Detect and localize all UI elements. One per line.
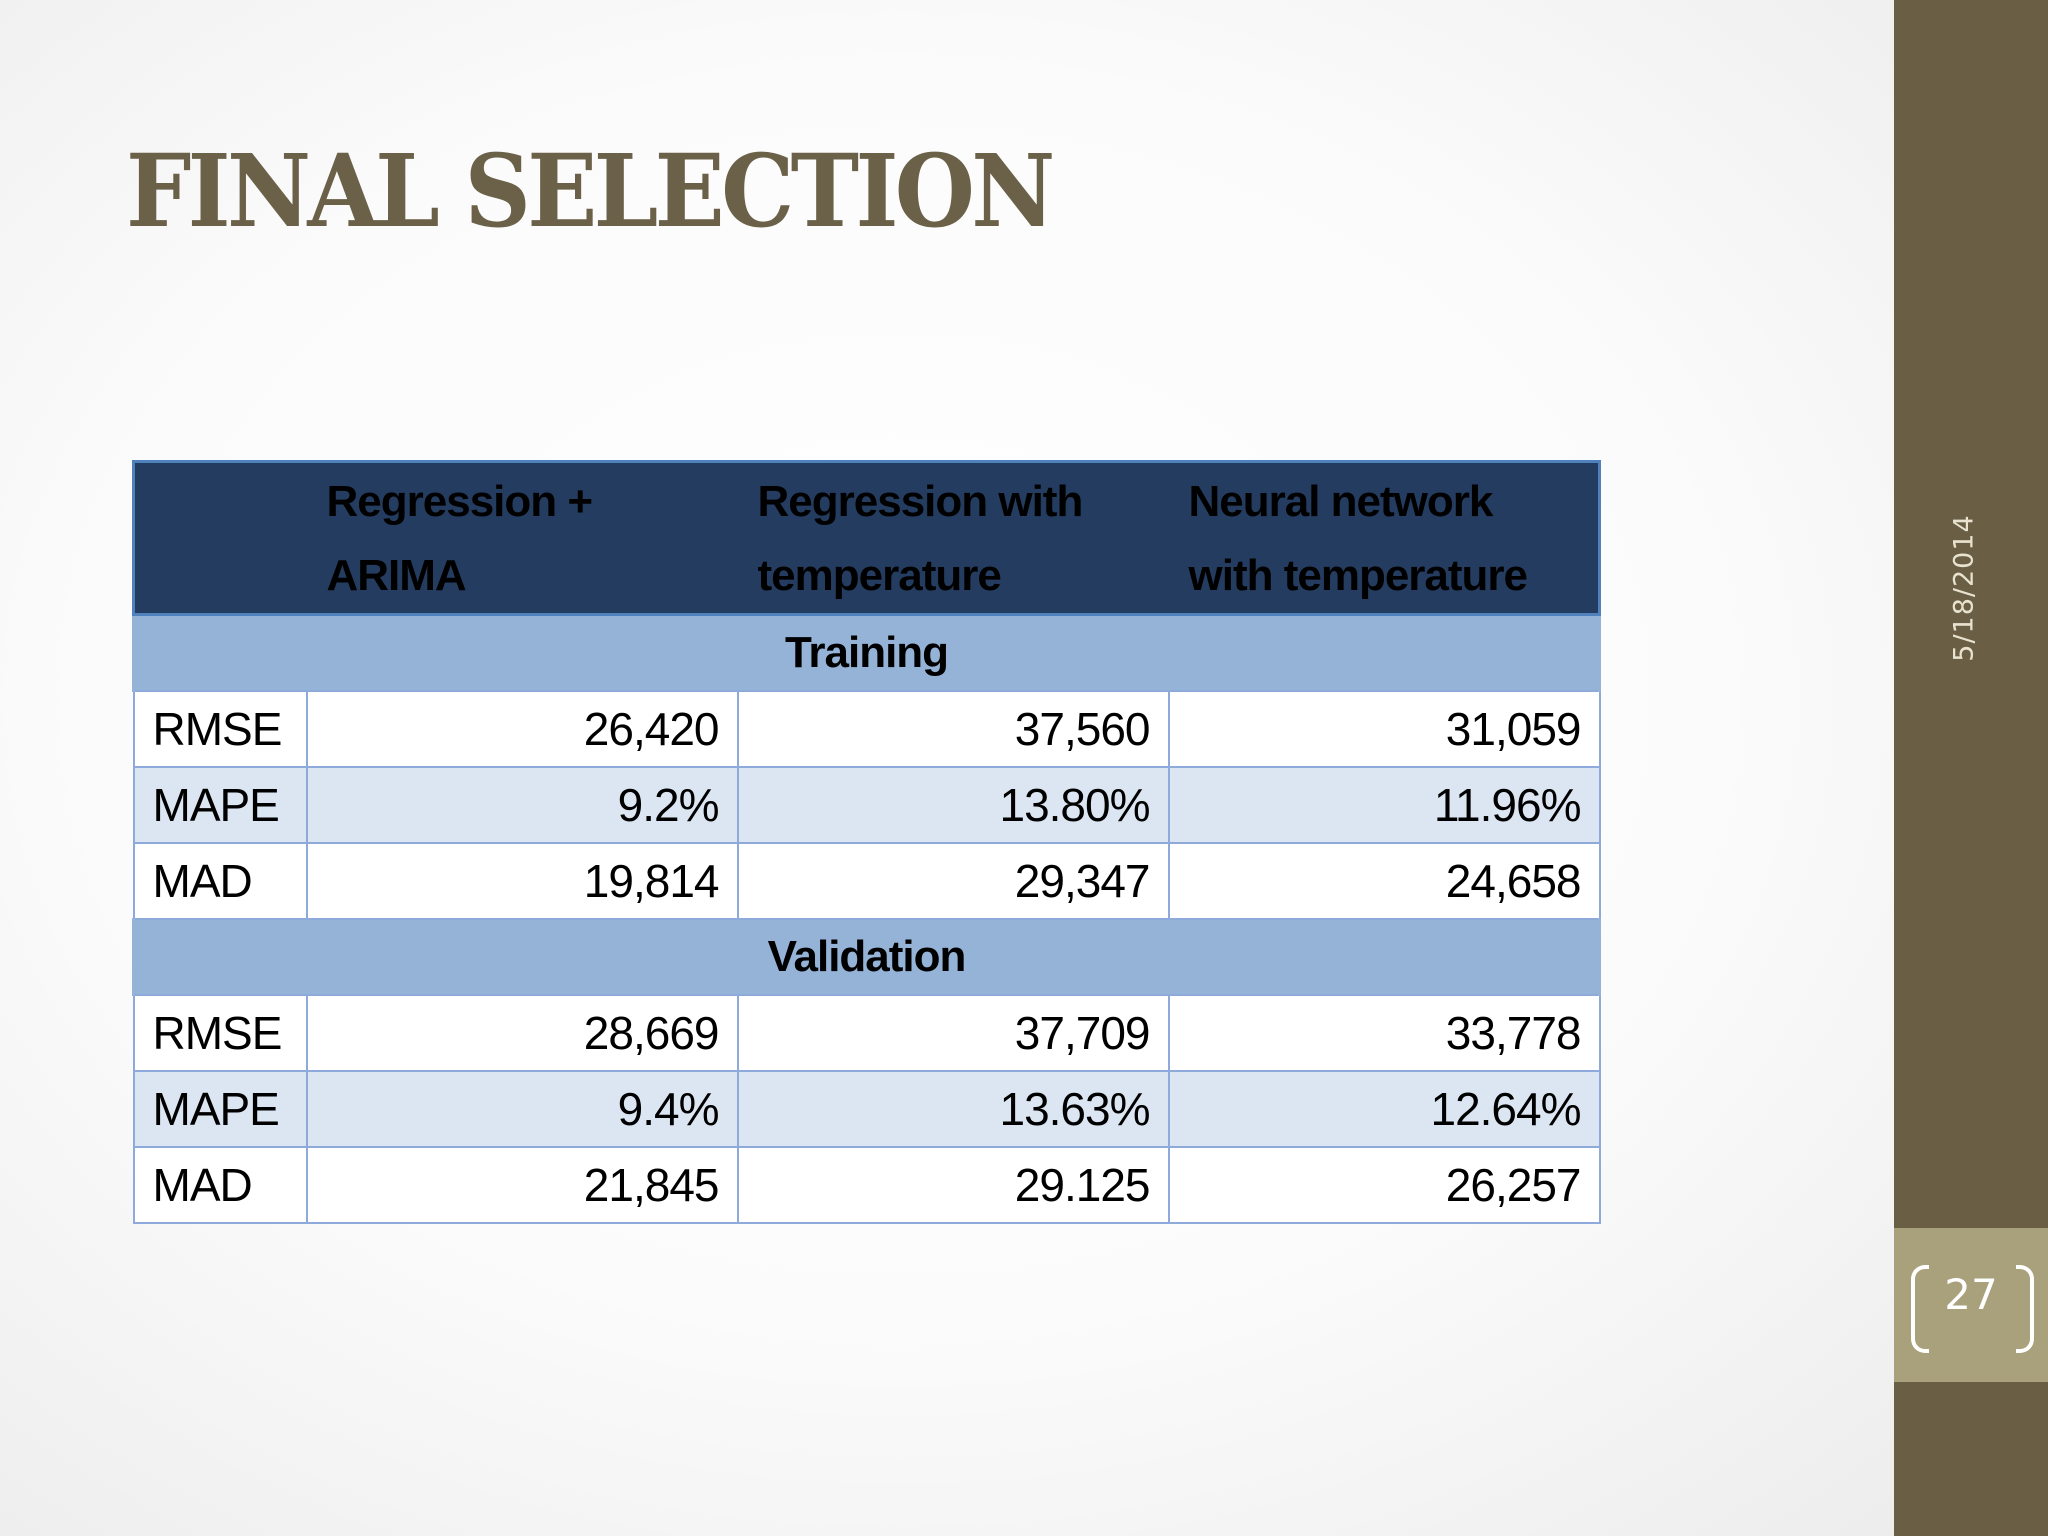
value-cell: 26,257 xyxy=(1167,1145,1601,1224)
section-row-validation: Validation xyxy=(132,918,1601,995)
metric-cell: MAD xyxy=(132,1145,308,1224)
value-cell: 11.96% xyxy=(1167,765,1601,844)
header-cell-regression-arima: Regression + ARIMA xyxy=(306,460,738,616)
table-row: MAPE 9.4% 13.63% 12.64% xyxy=(132,1069,1601,1148)
table-row: MAPE 9.2% 13.80% 11.96% xyxy=(132,765,1601,844)
header-cell-neural-network-temperature: Neural network with temperature xyxy=(1168,460,1601,616)
header-cell-regression-temperature: Regression with temperature xyxy=(737,460,1169,616)
table-header-row: Regression + ARIMA Regression with tempe… xyxy=(132,460,1601,616)
value-cell: 24,658 xyxy=(1167,841,1601,920)
slide-date: 5/18/2014 xyxy=(1948,514,1980,662)
results-table: Regression + ARIMA Regression with tempe… xyxy=(132,460,1601,1224)
slide-title: FINAL SELECTION xyxy=(126,132,1055,250)
page-number-box: 27 xyxy=(1894,1228,2048,1382)
value-cell: 33,778 xyxy=(1167,993,1601,1072)
metric-cell: MAD xyxy=(132,841,308,920)
value-cell: 19,814 xyxy=(305,841,739,920)
value-cell: 9.4% xyxy=(305,1069,739,1148)
metric-cell: MAPE xyxy=(132,1069,308,1148)
value-cell: 31,059 xyxy=(1167,689,1601,768)
value-cell: 29,347 xyxy=(736,841,1170,920)
table-row: MAD 19,814 29,347 24,658 xyxy=(132,841,1601,920)
value-cell: 29.125 xyxy=(736,1145,1170,1224)
table-row: RMSE 26,420 37,560 31,059 xyxy=(132,689,1601,768)
value-cell: 13.80% xyxy=(736,765,1170,844)
table-row: RMSE 28,669 37,709 33,778 xyxy=(132,993,1601,1072)
table-row: MAD 21,845 29.125 26,257 xyxy=(132,1145,1601,1224)
value-cell: 37,560 xyxy=(736,689,1170,768)
value-cell: 28,669 xyxy=(305,993,739,1072)
value-cell: 37,709 xyxy=(736,993,1170,1072)
value-cell: 13.63% xyxy=(736,1069,1170,1148)
page-number: 27 xyxy=(1944,1270,1998,1319)
value-cell: 9.2% xyxy=(305,765,739,844)
header-cell-empty xyxy=(132,460,307,616)
value-cell: 12.64% xyxy=(1167,1069,1601,1148)
section-label: Validation xyxy=(132,918,1601,995)
right-bracket-icon xyxy=(2016,1265,2034,1353)
metric-cell: RMSE xyxy=(132,689,308,768)
left-bracket-icon xyxy=(1911,1265,1929,1353)
metric-cell: MAPE xyxy=(132,765,308,844)
section-label: Training xyxy=(132,614,1601,691)
section-row-training: Training xyxy=(132,614,1601,691)
value-cell: 21,845 xyxy=(305,1145,739,1224)
metric-cell: RMSE xyxy=(132,993,308,1072)
value-cell: 26,420 xyxy=(305,689,739,768)
